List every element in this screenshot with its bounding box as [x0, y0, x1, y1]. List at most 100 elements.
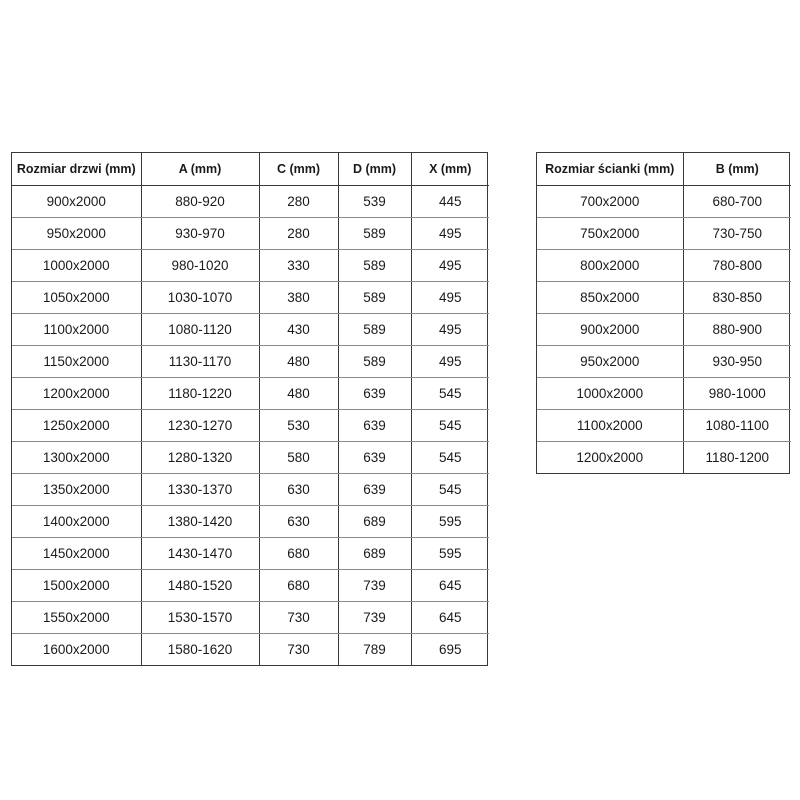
- table-row: 1200x2000 1180-1200: [537, 441, 791, 473]
- cell-door-size: 1550x2000: [12, 601, 142, 634]
- cell-d-value: 639: [338, 377, 412, 410]
- cell-b-value: 830-850: [683, 281, 791, 314]
- doors-header-size: Rozmiar drzwi (mm): [12, 153, 142, 186]
- cell-d-value: 589: [338, 217, 412, 250]
- cell-x-value: 595: [411, 505, 489, 538]
- table-row: 1550x2000 1530-1570 730 739 645: [12, 601, 489, 634]
- panel-header-size: Rozmiar ścianki (mm): [537, 153, 684, 186]
- cell-x-value: 445: [411, 185, 489, 218]
- cell-door-size: 1400x2000: [12, 505, 142, 538]
- cell-c-value: 680: [259, 569, 339, 602]
- cell-b-value: 930-950: [683, 345, 791, 378]
- cell-b-value: 680-700: [683, 185, 791, 218]
- doors-table-header-row: Rozmiar drzwi (mm) A (mm) C (mm) D (mm) …: [12, 153, 489, 186]
- cell-b-value: 980-1000: [683, 377, 791, 410]
- cell-d-value: 689: [338, 537, 412, 570]
- cell-c-value: 630: [259, 505, 339, 538]
- cell-panel-size: 750x2000: [537, 217, 684, 250]
- panel-dimension-table-container: Rozmiar ścianki (mm) B (mm) 700x2000 680-…: [536, 152, 791, 474]
- table-row: 800x2000 780-800: [537, 249, 791, 282]
- cell-d-value: 739: [338, 569, 412, 602]
- cell-c-value: 380: [259, 281, 339, 314]
- cell-x-value: 545: [411, 377, 489, 410]
- cell-d-value: 589: [338, 345, 412, 378]
- cell-panel-size: 1100x2000: [537, 409, 684, 442]
- cell-door-size: 1000x2000: [12, 249, 142, 282]
- cell-a-value: 1480-1520: [141, 569, 260, 602]
- cell-b-value: 780-800: [683, 249, 791, 282]
- cell-d-value: 589: [338, 249, 412, 282]
- cell-door-size: 1350x2000: [12, 473, 142, 506]
- cell-b-value: 730-750: [683, 217, 791, 250]
- cell-x-value: 595: [411, 537, 489, 570]
- table-row: 1300x2000 1280-1320 580 639 545: [12, 441, 489, 474]
- cell-a-value: 880-920: [141, 185, 260, 218]
- cell-panel-size: 800x2000: [537, 249, 684, 282]
- cell-c-value: 330: [259, 249, 339, 282]
- doors-dimension-table-container: Rozmiar drzwi (mm) A (mm) C (mm) D (mm) …: [11, 152, 489, 666]
- cell-c-value: 730: [259, 601, 339, 634]
- cell-d-value: 539: [338, 185, 412, 218]
- table-row: 850x2000 830-850: [537, 281, 791, 314]
- cell-d-value: 639: [338, 441, 412, 474]
- cell-door-size: 1100x2000: [12, 313, 142, 346]
- table-row: 1100x2000 1080-1120 430 589 495: [12, 313, 489, 346]
- doors-dimension-table: Rozmiar drzwi (mm) A (mm) C (mm) D (mm) …: [12, 153, 489, 665]
- cell-x-value: 545: [411, 409, 489, 442]
- table-row: 950x2000 930-970 280 589 495: [12, 217, 489, 250]
- cell-door-size: 1150x2000: [12, 345, 142, 378]
- table-row: 950x2000 930-950: [537, 345, 791, 378]
- cell-x-value: 495: [411, 249, 489, 282]
- table-row: 1050x2000 1030-1070 380 589 495: [12, 281, 489, 314]
- cell-x-value: 495: [411, 345, 489, 378]
- cell-a-value: 980-1020: [141, 249, 260, 282]
- cell-c-value: 730: [259, 633, 339, 665]
- cell-c-value: 480: [259, 345, 339, 378]
- cell-panel-size: 950x2000: [537, 345, 684, 378]
- cell-panel-size: 1000x2000: [537, 377, 684, 410]
- cell-panel-size: 700x2000: [537, 185, 684, 218]
- cell-d-value: 589: [338, 313, 412, 346]
- cell-c-value: 680: [259, 537, 339, 570]
- cell-x-value: 695: [438, 641, 462, 657]
- cell-a-value: 1330-1370: [141, 473, 260, 506]
- cell-c-value: 580: [259, 441, 339, 474]
- table-row: 1400x2000 1380-1420 630 689 595: [12, 505, 489, 538]
- cell-a-value: 1180-1220: [141, 377, 260, 410]
- doors-header-c: C (mm): [259, 153, 339, 186]
- cell-c-value: 530: [259, 409, 339, 442]
- cell-a-value: 930-970: [141, 217, 260, 250]
- cell-c-value: 430: [259, 313, 339, 346]
- cell-door-size: 1500x2000: [12, 569, 142, 602]
- panel-dimension-table: Rozmiar ścianki (mm) B (mm) 700x2000 680-…: [537, 153, 791, 473]
- table-row: 1100x2000 1080-1100: [537, 409, 791, 442]
- cell-b-value: 1180-1200: [705, 449, 770, 465]
- doors-header-a: A (mm): [141, 153, 260, 186]
- panel-header-b: B (mm): [683, 153, 791, 186]
- table-row: 1150x2000 1130-1170 480 589 495: [12, 345, 489, 378]
- cell-d-value: 689: [338, 505, 412, 538]
- cell-x-value: 495: [411, 281, 489, 314]
- panel-table-header-row: Rozmiar ścianki (mm) B (mm): [537, 153, 791, 186]
- cell-door-size: 900x2000: [12, 185, 142, 218]
- cell-c-value: 480: [259, 377, 339, 410]
- panel-table-body: 700x2000 680-700 750x2000 730-750 800x2000 78…: [537, 185, 791, 473]
- table-row: 900x2000 880-920 280 539 445: [12, 185, 489, 218]
- doors-table-body: 900x2000 880-920 280 539 445 950x2000 930-970 2…: [12, 185, 489, 665]
- cell-x-value: 495: [411, 217, 489, 250]
- cell-b-value: 880-900: [683, 313, 791, 346]
- cell-b-value: 1080-1100: [683, 409, 791, 442]
- cell-d-value: 589: [338, 281, 412, 314]
- cell-a-value: 1430-1470: [141, 537, 260, 570]
- cell-door-size: 1250x2000: [12, 409, 142, 442]
- cell-a-value: 1380-1420: [141, 505, 260, 538]
- doors-header-d: D (mm): [338, 153, 412, 186]
- cell-x-value: 545: [411, 473, 489, 506]
- cell-panel-size: 1200x2000: [537, 441, 684, 473]
- cell-a-value: 1130-1170: [141, 345, 260, 378]
- cell-door-size: 1300x2000: [12, 441, 142, 474]
- panel-table-head: Rozmiar ścianki (mm) B (mm): [537, 153, 791, 186]
- cell-x-value: 645: [411, 569, 489, 602]
- doors-table-head: Rozmiar drzwi (mm) A (mm) C (mm) D (mm) …: [12, 153, 489, 186]
